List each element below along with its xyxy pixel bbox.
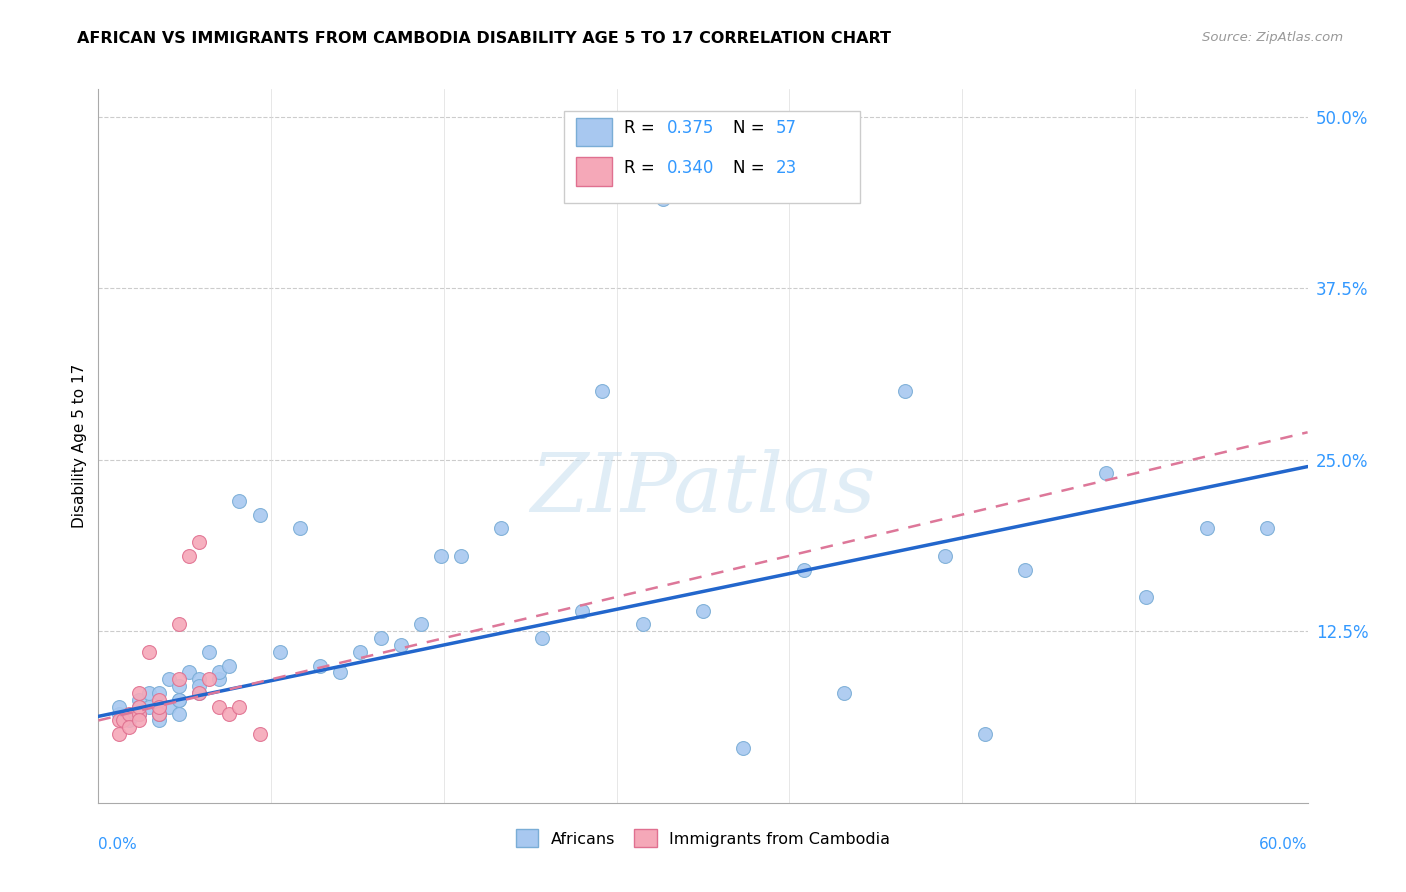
Text: R =: R = (624, 159, 661, 177)
Point (128, 706, 150, 721)
Text: Source: ZipAtlas.com: Source: ZipAtlas.com (1202, 31, 1343, 45)
Text: 57: 57 (776, 120, 797, 137)
Point (128, 686, 150, 700)
Point (167, 679, 190, 693)
Point (128, 706, 150, 721)
Point (148, 686, 170, 700)
Point (934, 549, 956, 563)
Point (138, 686, 160, 700)
Point (179, 665, 201, 680)
Point (138, 699, 160, 714)
Point (218, 706, 240, 721)
Point (167, 693, 190, 707)
Point (349, 645, 371, 659)
Point (188, 673, 211, 687)
Text: N =: N = (734, 159, 770, 177)
Point (793, 562, 815, 576)
Point (167, 673, 190, 687)
Point (249, 508, 271, 522)
Text: 0.375: 0.375 (666, 120, 714, 137)
Point (309, 658, 332, 673)
Point (198, 645, 221, 659)
Point (118, 706, 141, 721)
Point (832, 686, 855, 700)
Text: N =: N = (734, 120, 770, 137)
Text: 0.340: 0.340 (666, 159, 714, 177)
Text: 60.0%: 60.0% (1260, 837, 1308, 852)
Point (228, 699, 250, 714)
Point (651, 192, 673, 206)
Point (208, 673, 231, 687)
Point (128, 693, 150, 707)
Point (571, 604, 593, 618)
Point (138, 645, 160, 659)
Point (148, 706, 170, 721)
Point (228, 494, 250, 508)
Point (167, 706, 190, 721)
Point (128, 714, 150, 728)
Point (167, 617, 190, 632)
Point (530, 631, 553, 645)
Text: AFRICAN VS IMMIGRANTS FROM CAMBODIA DISABILITY AGE 5 TO 17 CORRELATION CHART: AFRICAN VS IMMIGRANTS FROM CAMBODIA DISA… (77, 31, 891, 46)
Point (128, 699, 150, 714)
Point (107, 714, 129, 728)
Point (107, 699, 129, 714)
Point (491, 521, 513, 535)
Point (591, 384, 613, 398)
Point (631, 617, 654, 632)
Text: R =: R = (624, 120, 661, 137)
Point (148, 706, 170, 721)
Point (249, 727, 271, 741)
Point (118, 720, 141, 734)
Text: ZIPatlas: ZIPatlas (530, 449, 876, 529)
Point (111, 714, 134, 728)
Point (148, 693, 170, 707)
Point (148, 699, 170, 714)
Point (288, 521, 311, 535)
Point (188, 686, 211, 700)
Point (188, 679, 211, 693)
Point (148, 714, 170, 728)
Point (1135, 590, 1157, 604)
Point (198, 673, 221, 687)
Point (208, 699, 231, 714)
Y-axis label: Disability Age 5 to 17: Disability Age 5 to 17 (72, 364, 87, 528)
Point (692, 604, 714, 618)
Point (370, 631, 392, 645)
Point (893, 384, 915, 398)
Point (733, 740, 755, 755)
Text: 23: 23 (776, 159, 797, 177)
Point (208, 665, 231, 680)
Point (389, 638, 412, 652)
Point (167, 693, 190, 707)
FancyBboxPatch shape (564, 111, 860, 203)
Point (409, 617, 432, 632)
Point (188, 535, 211, 549)
Point (269, 645, 291, 659)
Point (1195, 521, 1218, 535)
Point (450, 549, 472, 563)
Point (430, 549, 453, 563)
Point (1256, 521, 1278, 535)
Point (157, 673, 180, 687)
Point (179, 549, 201, 563)
Point (1014, 562, 1036, 576)
FancyBboxPatch shape (576, 118, 613, 146)
Legend: Africans, Immigrants from Cambodia: Africans, Immigrants from Cambodia (508, 821, 898, 855)
Point (107, 727, 129, 741)
FancyBboxPatch shape (576, 157, 613, 186)
Point (974, 727, 997, 741)
Point (329, 665, 352, 680)
Point (157, 699, 180, 714)
Point (118, 714, 141, 728)
Point (148, 706, 170, 721)
Point (188, 686, 211, 700)
Point (1095, 467, 1118, 481)
Point (107, 706, 129, 721)
Text: 0.0%: 0.0% (98, 837, 138, 852)
Point (148, 699, 170, 714)
Point (218, 658, 240, 673)
Point (128, 699, 150, 714)
